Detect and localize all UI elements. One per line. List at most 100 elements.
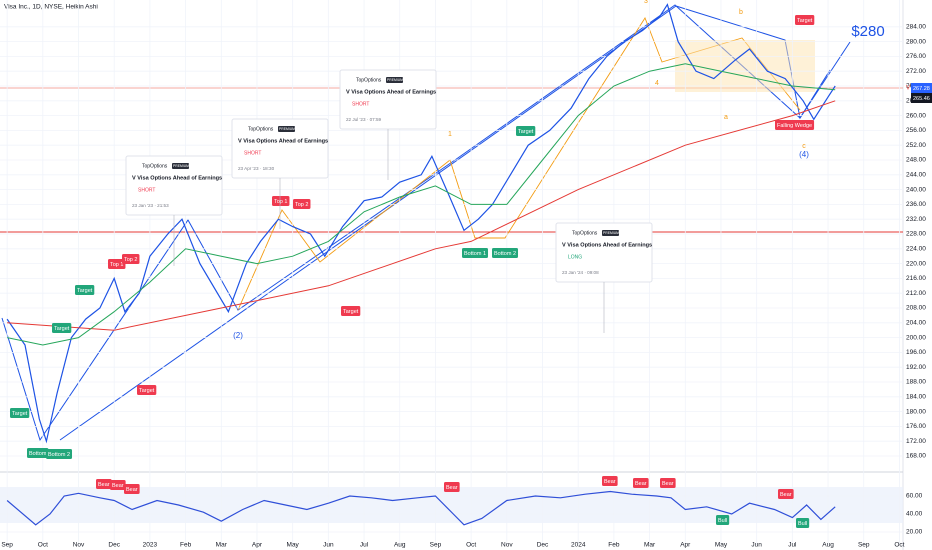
- rsi-label-box: [716, 515, 730, 525]
- card-badge-text: PREMIUM: [603, 231, 619, 235]
- card-date: 23 Apr '23 · 18:30: [238, 166, 275, 171]
- y-tick-label: 180.00: [906, 408, 926, 415]
- card-date: 22 Jul '23 · 07:59: [346, 117, 382, 122]
- card-badge-text: PREMIUM: [173, 164, 189, 168]
- card-badge: [172, 163, 189, 169]
- signal-label-text: Top 1: [274, 199, 287, 205]
- card-brand: TopOptions: [572, 230, 598, 236]
- y-tick-label: 192.00: [906, 364, 926, 371]
- x-tick-label: Jun: [323, 542, 334, 549]
- signal-label-text: Bottom 2: [494, 251, 516, 257]
- signal-label-text: Target: [343, 309, 359, 315]
- y-tick-label: 284.00: [906, 24, 926, 31]
- card-headline: V Visa Options Ahead of Earnings: [132, 175, 222, 181]
- signal-label-text: Bottom 2: [48, 452, 70, 458]
- x-tick-label: Mar: [216, 542, 228, 549]
- idea-card: TopOptions PREMIUM V Visa Options Ahead of…: [339, 69, 437, 130]
- signal-label: Target: [516, 126, 536, 136]
- signal-label-text: Target: [77, 288, 93, 294]
- y-tick-label: 212.00: [906, 290, 926, 297]
- rsi-label: Bear: [778, 489, 794, 499]
- card-badge-text: PREMIUM: [279, 127, 295, 131]
- x-tick-label: Oct: [466, 542, 476, 549]
- card-headline: V Visa Options Ahead of Earnings: [562, 242, 652, 248]
- signal-label-text: Target: [139, 388, 155, 394]
- idea-card: TopOptions PREMIUM V Visa Options Ahead of…: [555, 222, 653, 283]
- rsi-label: Bear: [124, 484, 140, 494]
- x-tick-label: Nov: [501, 542, 513, 549]
- signal-label: Target: [137, 385, 157, 395]
- y-tick-label: 220.00: [906, 260, 926, 267]
- signal-label-text: Bottom 1: [464, 251, 486, 257]
- y-tick-label: 272.00: [906, 68, 926, 75]
- annotation: $280: [851, 23, 884, 40]
- annotation: (4): [799, 150, 809, 159]
- signal-label-text: Target: [797, 18, 813, 24]
- y-tick-label: 276.00: [906, 53, 926, 60]
- signal-label-text: Target: [54, 326, 70, 332]
- signal-label: Bottom 2: [492, 248, 519, 258]
- rsi-label-box: [602, 476, 618, 486]
- y-tick-label: 208.00: [906, 305, 926, 312]
- signal-label-box: [137, 385, 157, 395]
- annotation: c: [802, 143, 806, 150]
- rsi-label-box: [444, 482, 460, 492]
- y-tick-label: 204.00: [906, 320, 926, 327]
- y-tick-label: 224.00: [906, 246, 926, 253]
- x-tick-label: 2024: [571, 542, 586, 549]
- rsi-label-text: Bear: [635, 481, 647, 487]
- rsi-label-box: [660, 478, 676, 488]
- y-tick-label: 252.00: [906, 142, 926, 149]
- y-tick-label: 240.00: [906, 186, 926, 193]
- signal-label-text: Top 2: [295, 202, 308, 208]
- x-tick-label: Apr: [252, 542, 263, 549]
- y-tick-label: 256.00: [906, 127, 926, 134]
- price-line: [6, 63, 836, 346]
- y-tick-label: 232.00: [906, 216, 926, 223]
- x-tick-label: Dec: [108, 542, 120, 549]
- card-direction: SHORT: [352, 101, 369, 107]
- rsi-label-box: [110, 480, 126, 490]
- signal-label: Target: [75, 285, 95, 295]
- rsi-label: Bear: [602, 476, 618, 486]
- rsi-label-box: [124, 484, 140, 494]
- y-tick-label: 172.00: [906, 438, 926, 445]
- signal-label: Target: [52, 323, 72, 333]
- card-headline: V Visa Options Ahead of Earnings: [238, 138, 328, 144]
- y-tick-label: 20.00: [906, 529, 923, 536]
- annotation: 1: [448, 131, 452, 138]
- signal-label-box: [462, 248, 489, 258]
- y-tick-label: 280.00: [906, 38, 926, 45]
- signal-label: Top 2: [122, 254, 140, 264]
- y-tick-label: 168.00: [906, 453, 926, 460]
- y-tick-label: 40.00: [906, 511, 923, 518]
- signal-label-box: [775, 120, 815, 130]
- x-tick-label: Sep: [430, 542, 442, 549]
- card-badge-text: PREMIUM: [387, 78, 403, 82]
- x-tick-label: Oct: [894, 542, 904, 549]
- signal-label: Falling Wedge: [775, 120, 815, 130]
- card-brand: TopOptions: [248, 126, 274, 132]
- signal-label-text: Bottom: [29, 451, 47, 457]
- rsi-label-box: [778, 489, 794, 499]
- signal-label-box: [516, 126, 536, 136]
- rsi-label-box: [633, 478, 649, 488]
- x-tick-label: May: [287, 542, 300, 549]
- signal-label-box: [46, 449, 73, 459]
- y-tick-label: 248.00: [906, 157, 926, 164]
- signal-label-text: Target: [518, 129, 534, 135]
- card-date: 23 Jan '23 · 21:53: [132, 203, 169, 208]
- y-tick-label: 228.00: [906, 231, 926, 238]
- card-date: 23 Jan '24 · 09:08: [562, 270, 599, 275]
- rsi-label-box: [96, 479, 112, 489]
- x-tick-label: Jul: [788, 542, 797, 549]
- rsi-label: Bear: [660, 478, 676, 488]
- rsi-label-text: Bull: [798, 521, 807, 527]
- signal-label: Target: [341, 306, 361, 316]
- card-headline: V Visa Options Ahead of Earnings: [346, 89, 436, 95]
- y-tick-label: 244.00: [906, 172, 926, 179]
- signal-label-box: [108, 259, 126, 269]
- rsi-label-text: Bear: [780, 492, 792, 498]
- rsi-label: Bull: [716, 515, 730, 525]
